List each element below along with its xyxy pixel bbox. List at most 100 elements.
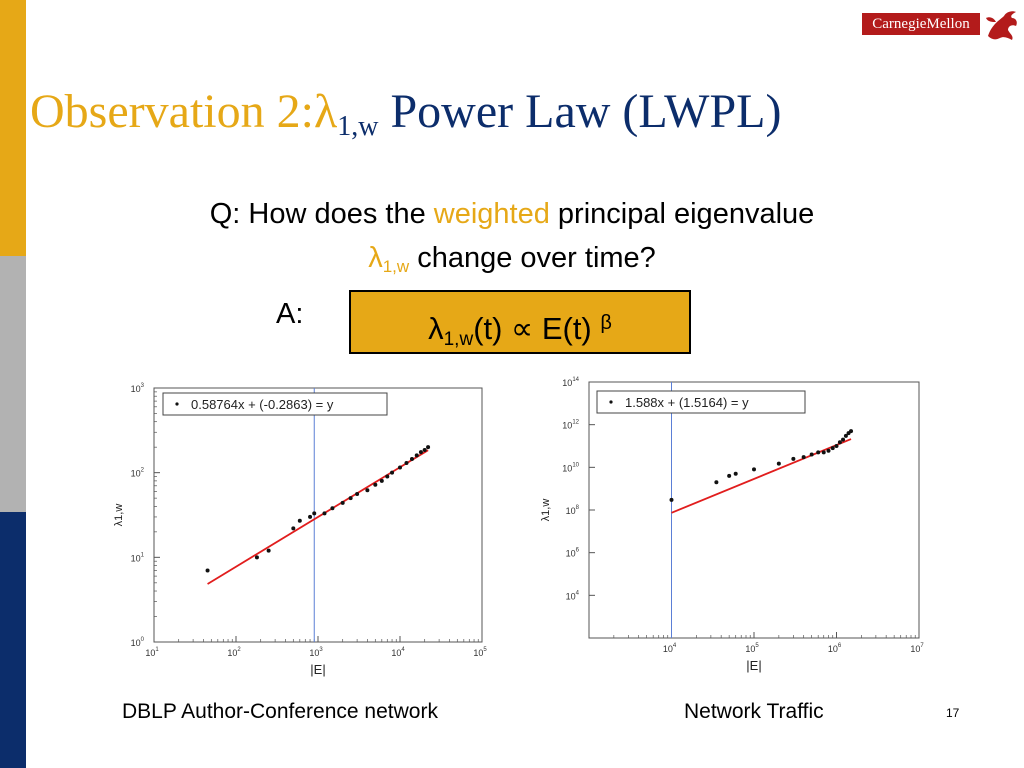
griffin-icon	[986, 11, 1017, 41]
question-highlight: weighted	[433, 198, 550, 230]
data-point	[426, 445, 431, 450]
legend-marker	[609, 400, 613, 404]
data-point	[830, 446, 835, 451]
x-tick-exp: 4	[401, 647, 405, 653]
data-point	[733, 471, 738, 476]
y-tick-exp: 1	[141, 552, 145, 558]
x-tick-exp: 5	[755, 643, 759, 649]
title-lambda: λ	[313, 85, 338, 138]
x-tick-base: 10	[745, 644, 755, 654]
x-tick-label: 104	[663, 643, 677, 654]
data-point	[727, 473, 732, 478]
data-point	[714, 480, 719, 485]
x-tick-label: 102	[227, 647, 241, 658]
plot-frame	[153, 387, 483, 643]
data-point	[422, 448, 427, 453]
data-point	[791, 456, 796, 461]
y-tick-base: 10	[131, 553, 141, 563]
x-tick-exp: 4	[673, 643, 677, 649]
x-tick-label: 105	[745, 643, 759, 654]
x-axis-label: |E|	[746, 658, 761, 673]
data-point	[297, 518, 302, 523]
x-tick-base: 10	[828, 644, 838, 654]
formula-box: λ1,w(t) ∝ E(t) β	[349, 290, 691, 354]
legend-text: 1.588x + (1.5164) = y	[625, 395, 749, 410]
data-point	[409, 457, 414, 462]
x-tick-label: 106	[828, 643, 842, 654]
title-suffix: Power Law (LWPL)	[378, 85, 782, 138]
y-tick-label: 103	[131, 383, 145, 394]
question-subscript: 1,w	[382, 257, 410, 276]
caption-dblp: DBLP Author-Conference network	[122, 700, 438, 723]
data-point	[826, 448, 831, 453]
title-subscript: 1,w	[337, 111, 379, 142]
x-tick-label: 101	[145, 647, 159, 658]
y-tick-label: 104	[566, 590, 580, 601]
data-point	[390, 470, 395, 475]
y-tick-base: 10	[562, 463, 572, 473]
data-point	[843, 433, 848, 438]
plot-frame	[588, 381, 920, 639]
legend-marker	[175, 402, 179, 406]
data-point	[291, 526, 296, 531]
data-point	[669, 497, 674, 502]
data-point	[816, 450, 821, 455]
y-tick-exp: 6	[576, 548, 580, 554]
y-tick-label: 1010	[562, 462, 579, 473]
data-point	[205, 568, 210, 573]
x-tick-exp: 6	[838, 643, 842, 649]
y-tick-base: 10	[131, 469, 141, 479]
data-point	[379, 478, 384, 483]
x-tick-label: 103	[309, 647, 323, 658]
data-point	[834, 444, 839, 448]
x-axis-label: |E|	[310, 662, 325, 677]
data-point	[418, 450, 423, 455]
y-tick-label: 1014	[562, 377, 579, 388]
left-accent-bar-navy	[0, 512, 26, 768]
y-tick-exp: 12	[572, 420, 579, 426]
y-tick-exp: 0	[141, 637, 145, 643]
data-point	[355, 491, 360, 496]
x-tick-base: 10	[391, 648, 401, 658]
y-tick-exp: 8	[576, 505, 580, 511]
y-tick-label: 101	[131, 552, 145, 563]
y-tick-base: 10	[566, 591, 576, 601]
data-point	[330, 506, 335, 511]
y-tick-exp: 14	[572, 377, 579, 383]
question-lambda: λ	[368, 242, 383, 274]
legend-box	[162, 392, 388, 416]
data-point	[385, 474, 390, 479]
x-tick-base: 10	[473, 648, 483, 658]
slide-title: Observation 2:λ1,w Power Law (LWPL)	[30, 88, 781, 141]
data-point	[312, 511, 317, 516]
x-tick-exp: 3	[319, 647, 323, 653]
x-tick-base: 10	[910, 644, 920, 654]
x-tick-label: 104	[391, 647, 405, 658]
data-point	[809, 452, 814, 457]
data-point	[837, 440, 842, 445]
y-tick-exp: 2	[141, 468, 145, 474]
formula-beta: β	[600, 312, 612, 334]
data-point	[849, 429, 854, 434]
data-point	[841, 437, 846, 442]
data-point	[340, 500, 345, 505]
formula-subscript: 1,w	[443, 329, 474, 350]
x-tick-base: 10	[309, 648, 319, 658]
formula-lambda: λ	[428, 311, 444, 346]
question-line2: change over time?	[409, 242, 656, 274]
y-tick-base: 10	[562, 421, 572, 431]
data-point	[801, 455, 806, 460]
legend-text: 0.58764x + (-0.2863) = y	[191, 397, 334, 412]
y-tick-base: 10	[566, 506, 576, 516]
x-tick-exp: 2	[237, 647, 241, 653]
x-tick-label: 105	[473, 647, 487, 658]
question-text: Q: How does the weighted principal eigen…	[60, 192, 964, 289]
data-point	[266, 548, 271, 553]
y-tick-base: 10	[131, 384, 141, 394]
data-point	[254, 555, 259, 560]
data-point	[752, 467, 756, 472]
y-tick-base: 10	[131, 638, 141, 648]
answer-label: A:	[276, 298, 304, 330]
x-tick-exp: 7	[920, 643, 924, 649]
y-axis-label: λ1,w	[540, 499, 552, 522]
